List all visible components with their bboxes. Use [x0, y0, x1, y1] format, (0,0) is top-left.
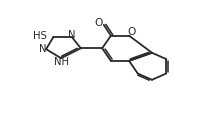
Text: NH: NH [54, 57, 69, 67]
Text: HS: HS [33, 31, 47, 41]
Text: N: N [39, 44, 46, 54]
Text: N: N [68, 30, 76, 40]
Text: O: O [94, 18, 103, 28]
Text: O: O [127, 27, 135, 37]
